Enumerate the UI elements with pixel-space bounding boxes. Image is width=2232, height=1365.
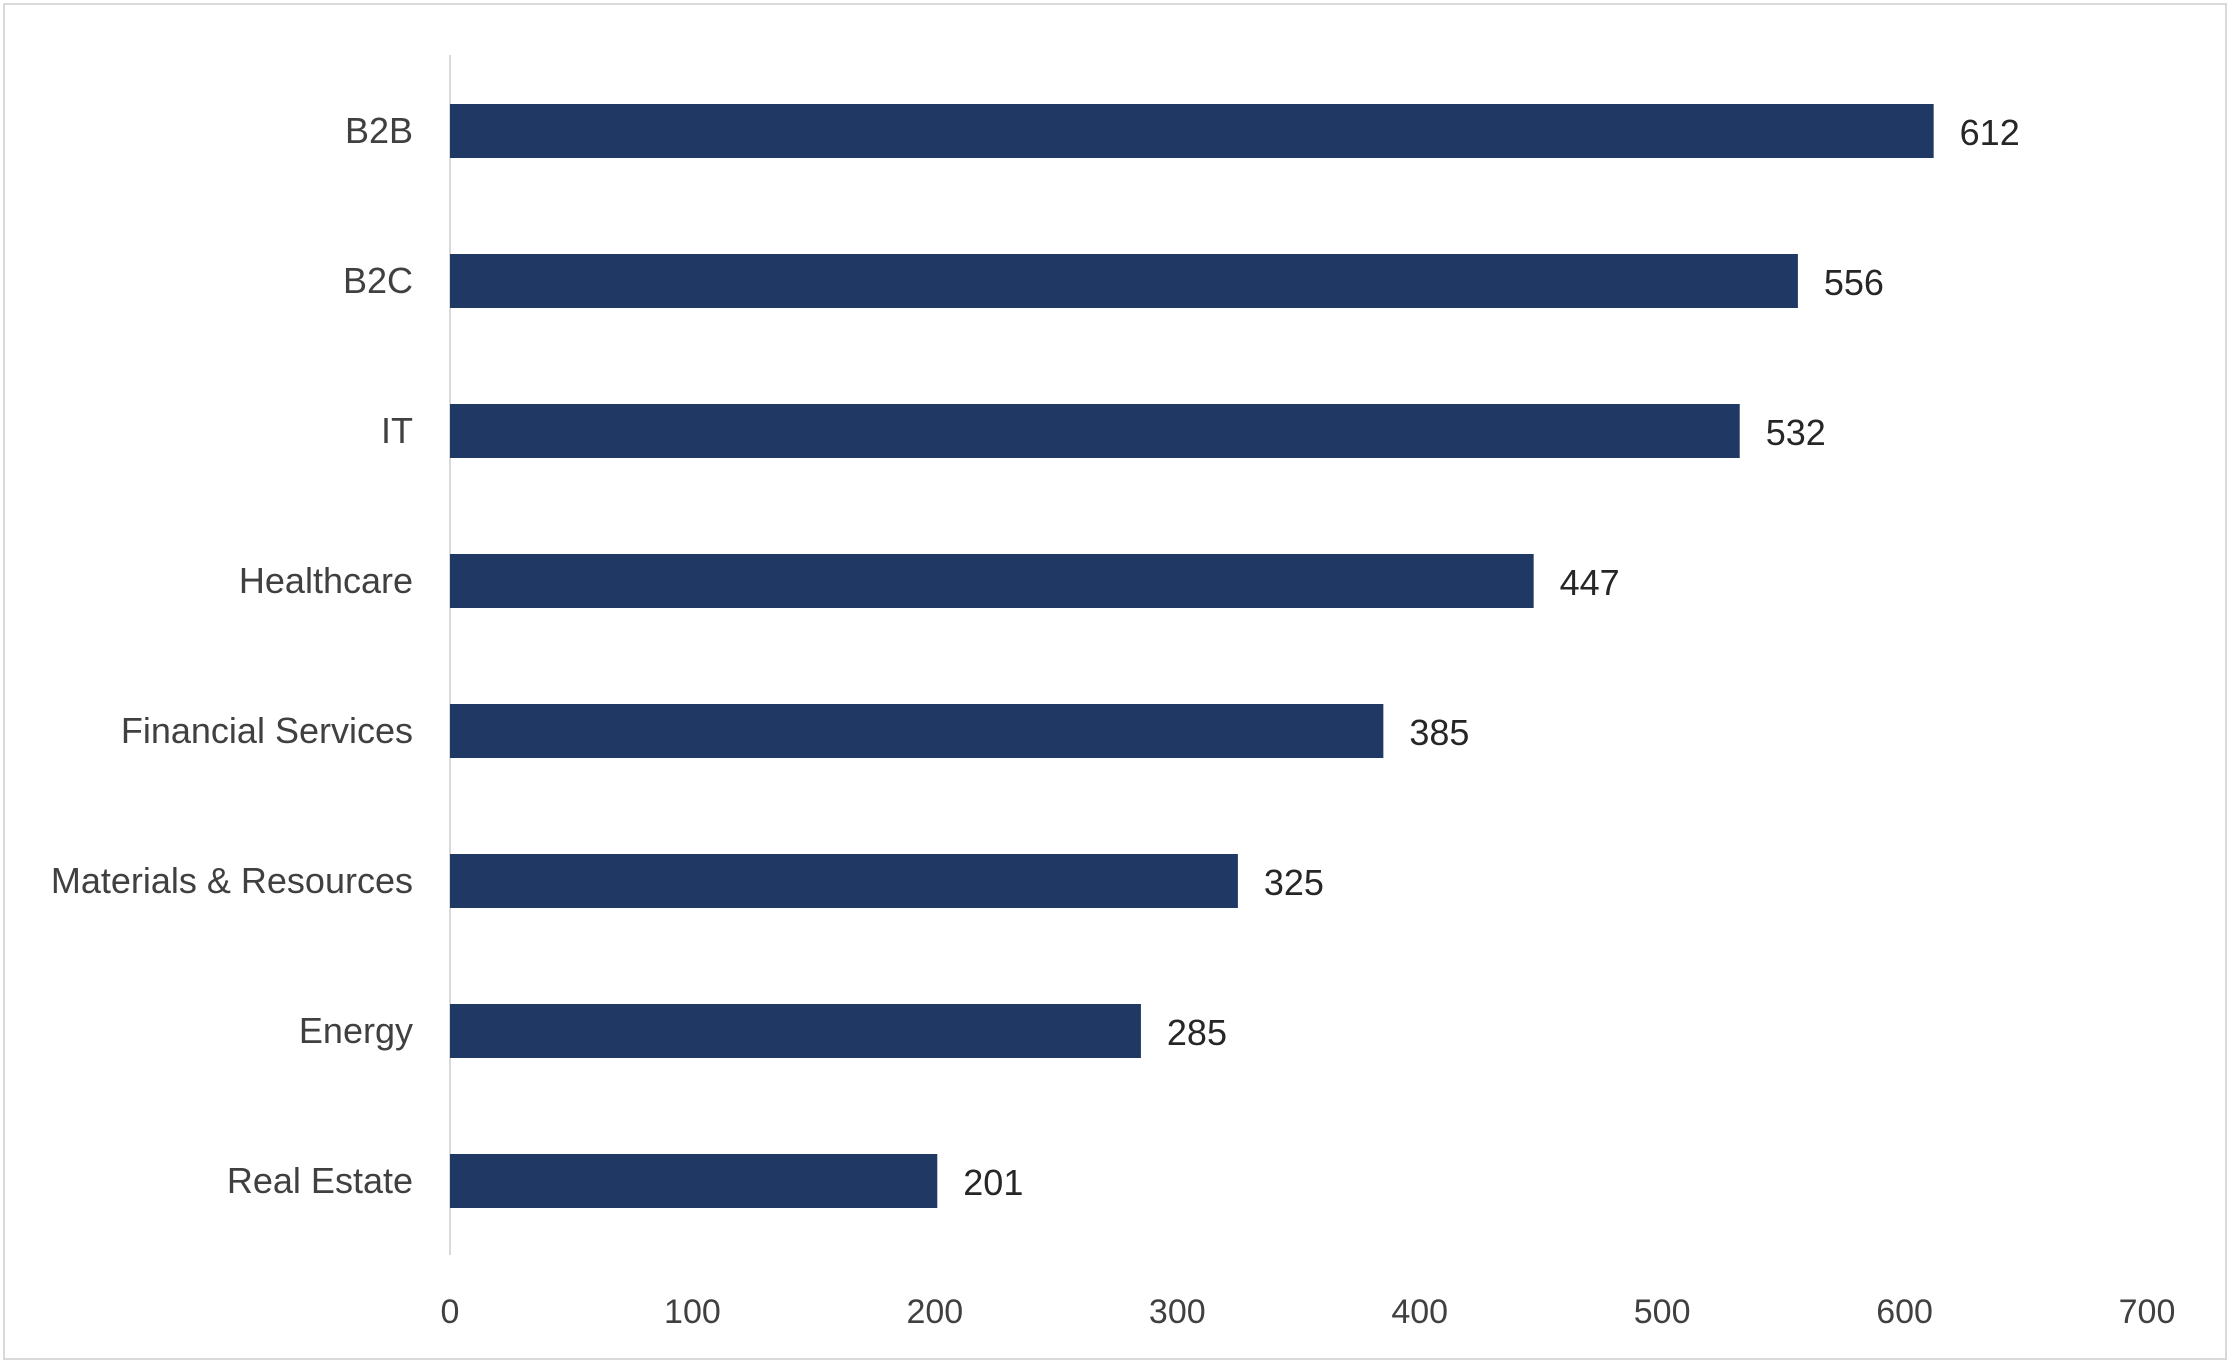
bar-materials-and-resources bbox=[450, 854, 1238, 908]
category-label-real-estate: Real Estate bbox=[227, 1160, 413, 1201]
labels-layer: B2B 612 B2C 556 IT 532 Healthcare 447 Financial … bbox=[51, 110, 2020, 1203]
chart-frame: B2B 612 B2C 556 IT 532 Healthcare 447 Financial … bbox=[3, 3, 2227, 1360]
category-label-financial-services: Financial Services bbox=[121, 710, 413, 751]
data-label-financial-services: 385 bbox=[1409, 712, 1469, 753]
category-label-b2c: B2C bbox=[343, 260, 413, 301]
data-label-energy: 285 bbox=[1167, 1012, 1227, 1053]
bar-real-estate bbox=[450, 1154, 938, 1208]
data-label-real-estate: 201 bbox=[963, 1162, 1023, 1203]
category-label-energy: Energy bbox=[299, 1010, 413, 1051]
x-tick-label-0: 0 bbox=[441, 1293, 460, 1331]
category-label-it: IT bbox=[381, 410, 413, 451]
category-label-healthcare: Healthcare bbox=[239, 560, 413, 601]
bar-healthcare bbox=[450, 554, 1534, 608]
x-tick-label-400: 400 bbox=[1391, 1293, 1448, 1331]
x-tick-label-200: 200 bbox=[906, 1293, 963, 1331]
data-label-b2c: 556 bbox=[1824, 262, 1884, 303]
category-label-materials-and-resources: Materials & Resources bbox=[51, 860, 413, 901]
data-label-materials-and-resources: 325 bbox=[1264, 862, 1324, 903]
data-label-b2b: 612 bbox=[1960, 112, 2020, 153]
bar-energy bbox=[450, 1004, 1141, 1058]
category-label-b2b: B2B bbox=[345, 110, 413, 151]
x-tick-label-600: 600 bbox=[1876, 1293, 1933, 1331]
data-label-healthcare: 447 bbox=[1560, 562, 1620, 603]
x-axis-ticks: 0 100 200 300 400 500 600 700 bbox=[441, 1293, 2176, 1331]
data-label-it: 532 bbox=[1766, 412, 1826, 453]
bar-b2b bbox=[450, 104, 1934, 158]
x-tick-label-700: 700 bbox=[2119, 1293, 2176, 1331]
bars-layer bbox=[450, 104, 1934, 1208]
bar-b2c bbox=[450, 254, 1798, 308]
x-tick-label-300: 300 bbox=[1149, 1293, 1206, 1331]
bar-financial-services bbox=[450, 704, 1384, 758]
bar-it bbox=[450, 404, 1740, 458]
x-tick-label-500: 500 bbox=[1634, 1293, 1691, 1331]
x-tick-label-100: 100 bbox=[664, 1293, 721, 1331]
bar-chart: B2B 612 B2C 556 IT 532 Healthcare 447 Financial … bbox=[51, 55, 2176, 1331]
